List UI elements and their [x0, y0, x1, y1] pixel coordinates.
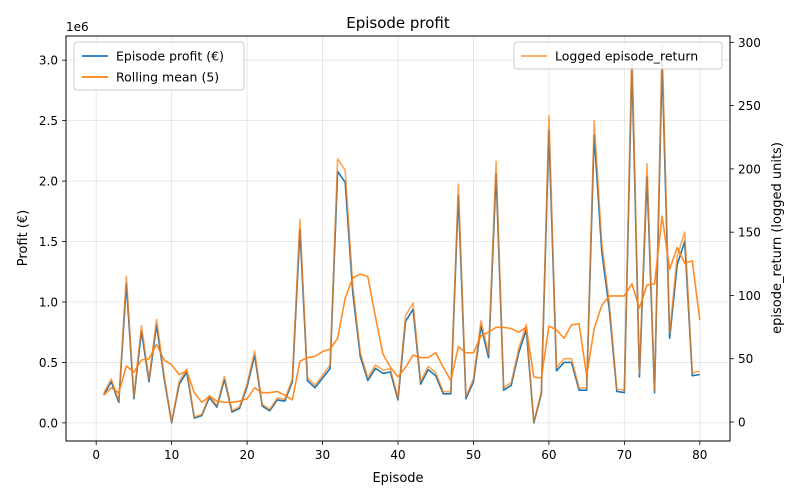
y-tick-label: 3.0 — [39, 54, 58, 68]
y-right-tick-label: 100 — [738, 289, 761, 303]
y-right-tick-label: 50 — [738, 352, 753, 366]
x-axis-ticks: 0 10 20 30 40 50 60 70 80 — [92, 441, 707, 462]
y-tick-label: 2.0 — [39, 175, 58, 189]
chart-title: Episode profit — [346, 14, 450, 32]
legend-left: Episode profit (€) Rolling mean (5) — [73, 41, 245, 91]
y-right-tick-label: 0 — [738, 416, 746, 430]
y-right-tick-label: 150 — [738, 226, 761, 240]
y-tick-label: 2.5 — [39, 114, 58, 128]
legend-right-box — [513, 41, 723, 70]
y-right-tick-label: 250 — [738, 99, 761, 113]
legend-left-box — [73, 41, 245, 91]
x-axis-label: Episode — [372, 471, 423, 486]
y-axis-ticks: 0.0 0.5 1.0 1.5 2.0 2.5 3.0 — [39, 54, 66, 430]
legend-label-logged-return: Logged episode_return — [555, 49, 698, 64]
series-line-logged-return — [103, 44, 700, 423]
legend-right: Logged episode_return — [513, 41, 723, 70]
legend-label-profit: Episode profit (€) — [116, 49, 224, 64]
x-tick-label: 10 — [164, 448, 179, 462]
x-tick-label: 40 — [390, 448, 405, 462]
legend-label-rolling-mean: Rolling mean (5) — [116, 70, 219, 85]
y-tick-label: 0.5 — [39, 356, 58, 370]
x-tick-label: 50 — [466, 448, 481, 462]
y-tick-label: 1.5 — [39, 235, 58, 249]
x-tick-label: 20 — [239, 448, 254, 462]
y-tick-label: 0.0 — [39, 416, 58, 430]
x-tick-label: 80 — [692, 448, 707, 462]
x-tick-label: 60 — [541, 448, 556, 462]
y-right-tick-label: 200 — [738, 162, 761, 176]
y-tick-label: 1.0 — [39, 295, 58, 309]
y-right-axis-label: episode_return (logged units) — [770, 142, 785, 334]
y-right-axis-ticks: 0 50 100 150 200 250 300 — [730, 36, 761, 430]
x-tick-label: 70 — [617, 448, 632, 462]
y-right-tick-label: 300 — [738, 36, 761, 50]
grid — [66, 36, 730, 441]
y-axis-label: Profit (€) — [16, 210, 31, 266]
y-offset-label: 1e6 — [66, 20, 89, 34]
x-tick-label: 0 — [92, 448, 100, 462]
series-line-rolling-mean — [103, 215, 701, 404]
series-lines — [103, 44, 701, 424]
x-tick-label: 30 — [315, 448, 330, 462]
